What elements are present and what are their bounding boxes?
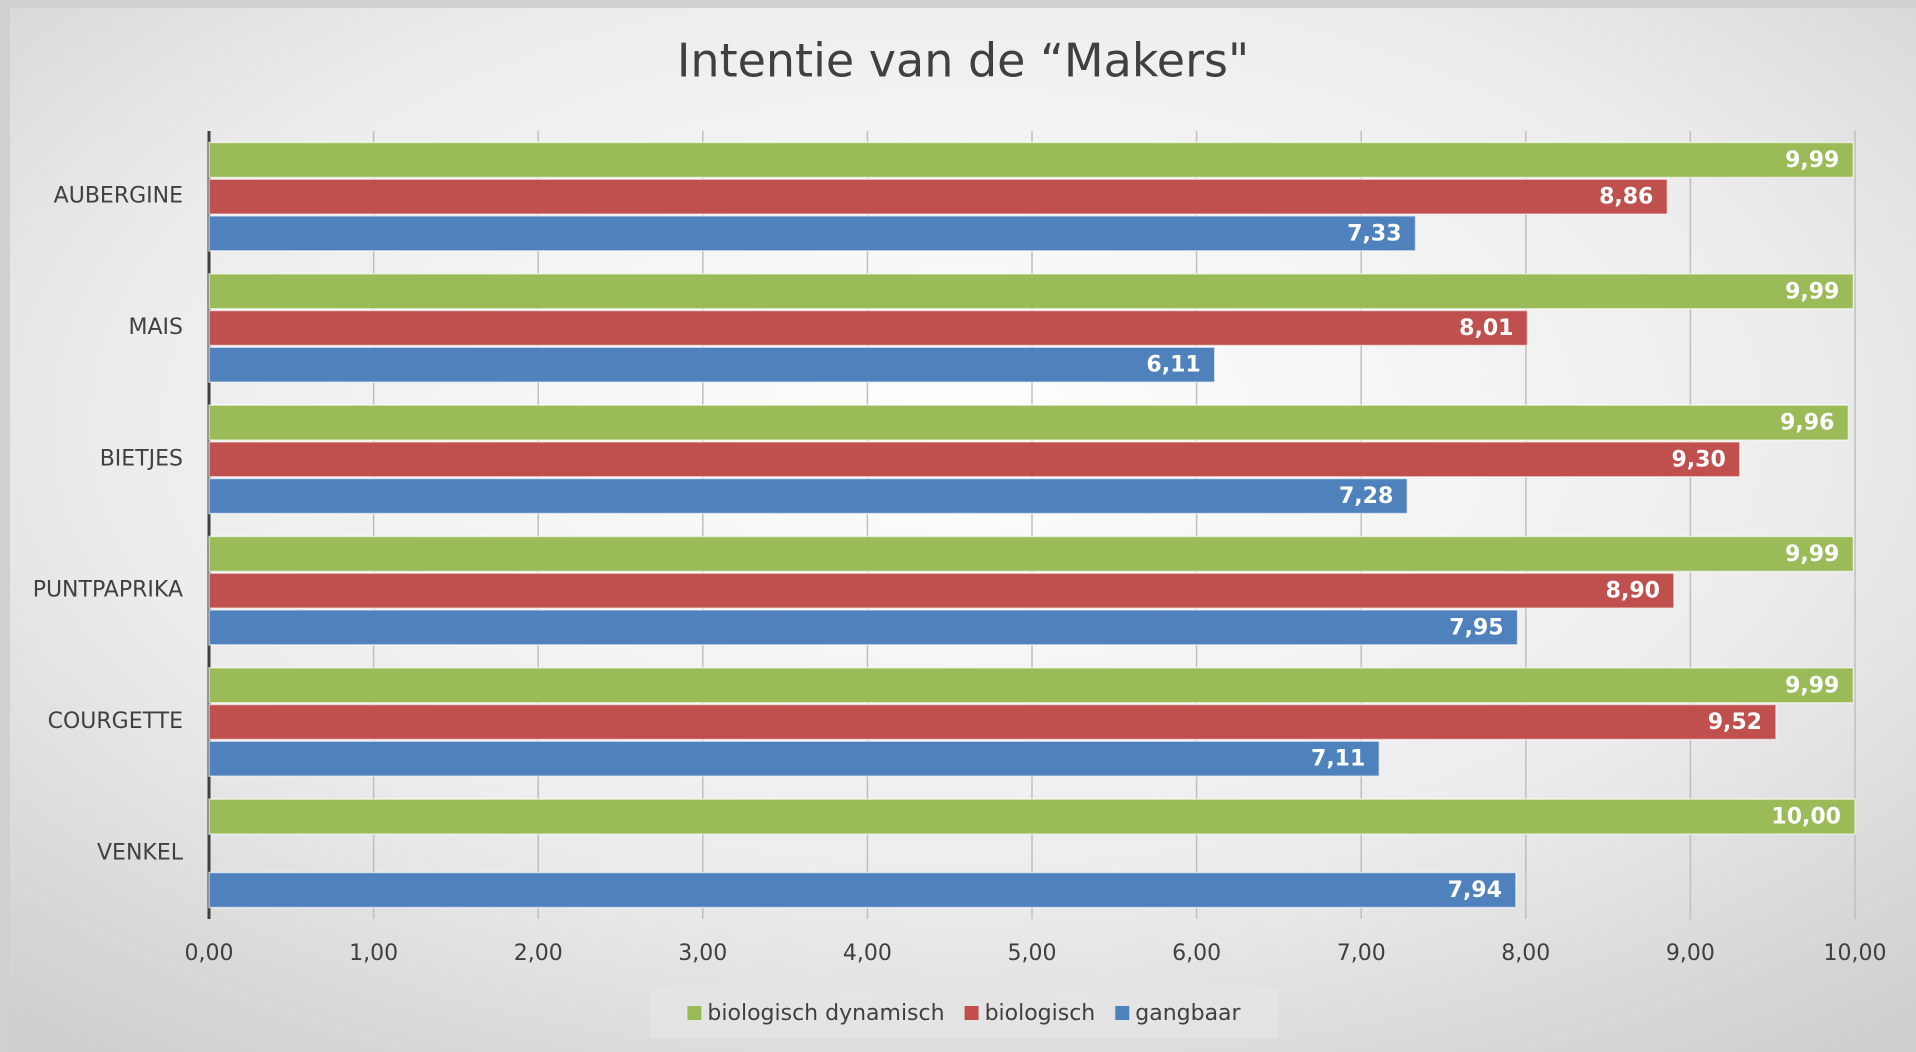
bar <box>208 441 1741 478</box>
bar <box>208 572 1675 609</box>
x-tick-label: 7,00 <box>1337 941 1386 966</box>
x-tick-label: 4,00 <box>843 941 892 966</box>
data-label: 7,94 <box>1448 878 1502 903</box>
bar <box>208 740 1381 777</box>
y-tick-label: VENKEL <box>97 840 184 865</box>
legend-label: gangbaar <box>1135 1001 1241 1026</box>
data-label: 9,52 <box>1708 710 1762 735</box>
data-label: 7,33 <box>1347 221 1401 246</box>
data-label: 9,99 <box>1785 542 1839 567</box>
bar <box>208 703 1777 741</box>
data-label: 7,11 <box>1311 747 1365 772</box>
x-tick-label: 6,00 <box>1172 941 1221 966</box>
data-label: 10,00 <box>1771 805 1841 830</box>
bar <box>208 871 1517 909</box>
legend-label: biologisch <box>985 1001 1096 1026</box>
data-label: 9,96 <box>1780 411 1834 436</box>
x-tick-label: 5,00 <box>1008 941 1057 966</box>
bar <box>208 215 1417 252</box>
x-tick-label: 3,00 <box>678 941 727 966</box>
bar <box>208 141 1855 179</box>
bar <box>208 273 1855 310</box>
y-tick-label: COURGETTE <box>48 709 183 734</box>
data-label: 9,99 <box>1785 673 1839 698</box>
data-label: 9,99 <box>1785 279 1839 304</box>
bar <box>208 477 1409 515</box>
y-tick-label: AUBERGINE <box>54 184 183 209</box>
data-label: 7,28 <box>1339 484 1393 509</box>
x-tick-label: 9,00 <box>1666 941 1715 966</box>
bar <box>208 798 1856 835</box>
data-label: 7,95 <box>1449 615 1503 640</box>
bar <box>208 404 1850 441</box>
legend-box <box>650 988 1278 1038</box>
bar <box>208 609 1519 646</box>
data-label: 6,11 <box>1146 353 1200 378</box>
x-tick-label: 2,00 <box>514 941 563 966</box>
x-tick-label: 8,00 <box>1501 941 1550 966</box>
legend-swatch <box>687 1006 702 1020</box>
data-label: 8,90 <box>1606 579 1660 604</box>
bar <box>208 667 1855 704</box>
data-label: 9,99 <box>1785 148 1839 173</box>
legend-swatch <box>1115 1006 1130 1020</box>
bar <box>208 346 1216 383</box>
legend-swatch <box>964 1006 979 1020</box>
data-label: 8,86 <box>1599 185 1653 210</box>
x-tick-label: 1,00 <box>349 941 398 966</box>
legend-label: biologisch dynamisch <box>707 1001 944 1026</box>
y-tick-label: BIETJES <box>100 446 183 471</box>
x-tick-label: 10,00 <box>1824 941 1887 966</box>
y-tick-label: MAIS <box>129 315 183 340</box>
chart-title: Intentie van de “Makers" <box>677 34 1249 88</box>
data-label: 8,01 <box>1459 316 1513 341</box>
bar <box>208 535 1855 573</box>
data-label: 9,30 <box>1671 447 1725 472</box>
x-tick-label: 0,00 <box>185 941 234 966</box>
bar <box>208 178 1669 215</box>
bar <box>208 309 1529 347</box>
y-tick-label: PUNTPAPRIKA <box>33 578 183 603</box>
